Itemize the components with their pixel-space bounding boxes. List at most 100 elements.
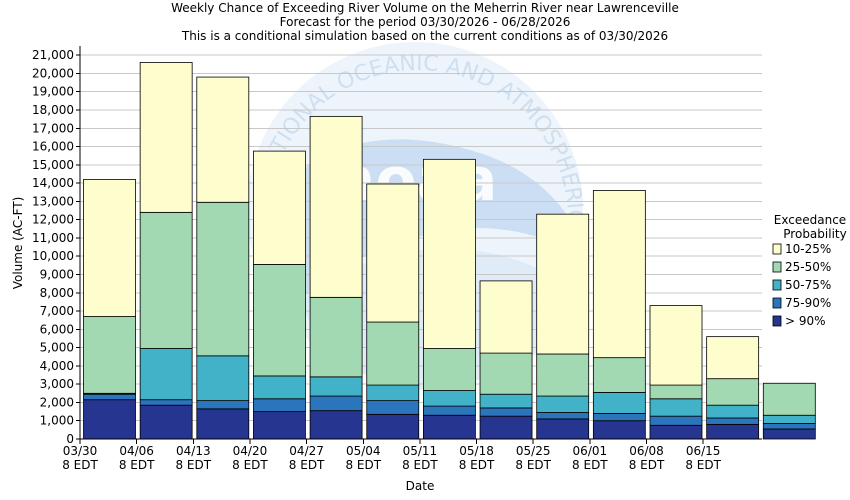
y-tick-label: 13,000 [32,194,74,208]
bar-segment [706,404,760,419]
bar-segment [649,415,703,426]
x-axis-title: Date [406,479,435,493]
legend-entry-label: 75-90% [785,296,831,310]
title-line-1: Weekly Chance of Exceeding River Volume … [171,1,679,15]
x-tick-label-date: 04/13 [176,444,211,458]
bar-segment [479,415,533,440]
x-tick-label-time: 8 EDT [402,458,438,472]
bar-segment [309,115,363,298]
x-tick-label-time: 8 EDT [289,458,325,472]
bar-segment [592,189,646,359]
y-tick-label: 4,000 [40,359,74,373]
x-tick-label-date: 05/25 [516,444,551,458]
legend-title-line-2: Probability [783,227,846,241]
x-tick-label-date: 04/27 [289,444,324,458]
y-tick-label: 3,000 [40,377,74,391]
legend-swatch [772,261,782,273]
bar-segment [422,414,476,440]
bar-segment [479,407,533,417]
bar-segment [366,413,420,440]
y-tick-label: 0 [66,432,74,446]
y-tick-labels: 0 1,000 2,000 3,000 4,000 5,000 6,000 7,000 8,00… [32,48,80,446]
x-tick-label-time: 8 EDT [572,458,608,472]
bar-segment [649,424,703,440]
bar-segment [196,355,250,402]
bar-segment [366,384,420,402]
title-line-3: This is a conditional simulation based o… [181,29,668,43]
bar-segment [422,158,476,349]
y-tick-label: 7,000 [40,304,74,318]
bars [83,62,816,440]
bar-segment [649,384,703,400]
bar-segment [253,411,306,440]
bar-segment [196,76,250,203]
bar-segment [706,423,760,440]
bar-segment [536,353,590,397]
y-tick-label: 2,000 [40,395,74,409]
legend-swatch [772,243,782,255]
bar-segment [366,183,420,323]
y-tick-label: 20,000 [32,66,74,80]
bar-segment [196,400,250,410]
x-tick-label-date: 06/01 [573,444,608,458]
bar-segment [762,382,816,416]
bar-segment [309,376,363,397]
bar-segment [706,336,760,380]
bar-segment [592,413,646,422]
x-tick-label-time: 8 EDT [345,458,381,472]
y-tick-label: 18,000 [32,103,74,117]
y-tick-label: 14,000 [32,176,74,190]
y-tick-label: 8,000 [40,286,74,300]
y-tick-label: 6,000 [40,322,74,336]
y-tick-label: 17,000 [32,121,74,135]
x-tick-label-time: 8 EDT [175,458,211,472]
y-tick-label: 16,000 [32,140,74,154]
chart-title: Weekly Chance of Exceeding River Volume … [171,1,679,43]
y-tick-label: 21,000 [32,48,74,62]
bar-segment [479,280,533,354]
bar-segment [83,393,136,401]
bar-segment [196,408,250,440]
bar-segment [422,390,476,407]
x-tick-label-time: 8 EDT [232,458,268,472]
x-tick-label-time: 8 EDT [459,458,495,472]
bar-segment [196,201,250,357]
legend-entry-label: 50-75% [785,278,831,292]
x-tick-label-date: 05/11 [403,444,438,458]
bar-segment [422,405,476,416]
x-tick-label-time: 8 EDT [119,458,155,472]
bar-segment [253,150,306,265]
x-tick-label-date: 03/30 [63,444,98,458]
x-tick-label-time: 8 EDT [515,458,551,472]
bar-segment [139,404,193,440]
y-tick-label: 10,000 [32,249,74,263]
bar-segment [762,428,816,440]
y-axis-title: Volume (AC-FT) [11,197,25,290]
bar-segment [309,410,363,440]
y-tick-label: 19,000 [32,85,74,99]
x-tick-label-date: 04/06 [119,444,154,458]
y-tick-label: 15,000 [32,158,74,172]
bar-segment [536,395,590,413]
legend-swatch [772,315,782,327]
legend-entry-label: 10-25% [785,242,831,256]
legend-swatch [772,297,782,309]
y-tick-label: 1,000 [40,414,74,428]
x-tick-label-time: 8 EDT [629,458,665,472]
bar-segment [139,211,193,349]
bar-segment [366,400,420,415]
y-tick-label: 9,000 [40,267,74,281]
bar-segment [592,391,646,414]
bar-segment [762,423,816,430]
bar-segment [83,316,136,394]
legend-entry-label: 25-50% [785,260,831,274]
bar-segment [422,348,476,391]
bar-segment [253,375,306,400]
bar-segment [592,357,646,393]
bar-segment [309,296,363,378]
bar-segment [83,399,136,440]
legend-entry-label: > 90% [785,314,826,328]
